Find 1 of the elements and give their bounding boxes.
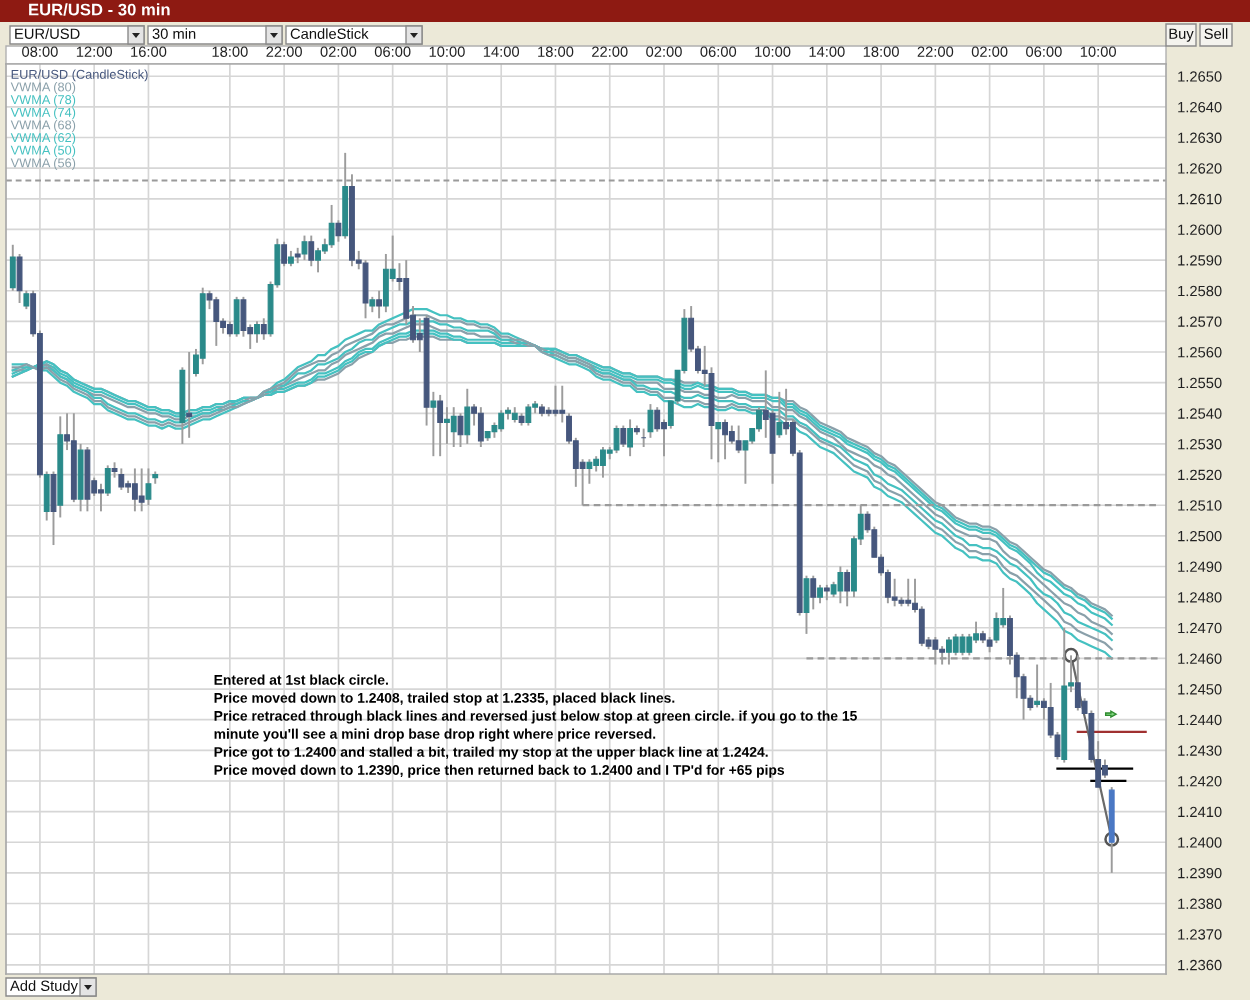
chart-title: EUR/USD - 30 min <box>29 3 170 16</box>
